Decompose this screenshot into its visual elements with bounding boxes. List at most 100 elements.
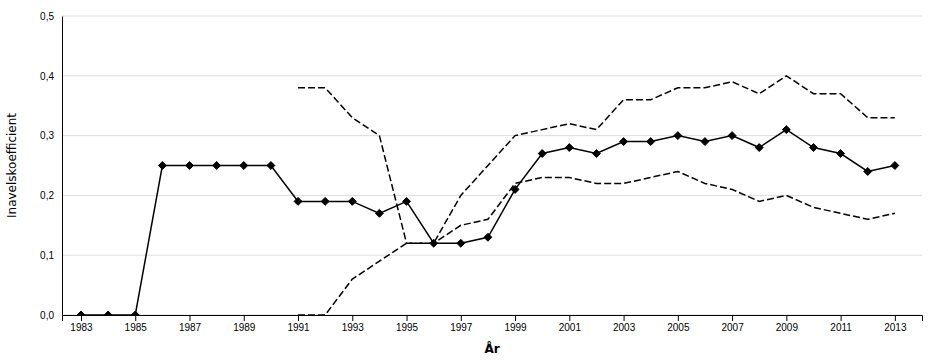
point [511, 185, 519, 193]
point [620, 138, 628, 146]
point [131, 311, 139, 315]
x-tick: 1985 [125, 315, 148, 333]
y-axis-title: Inavelskoefficient [5, 113, 19, 218]
grid-line [62, 195, 922, 196]
x-tick: 2009 [776, 315, 799, 333]
x-tick: 1987 [179, 315, 202, 333]
point [294, 197, 302, 205]
x-tick-mark [678, 315, 679, 321]
point [647, 138, 655, 146]
point [538, 150, 546, 158]
y-tick: 0,2 [40, 190, 62, 201]
x-tick: 1993 [342, 315, 365, 333]
x-tick: 1991 [287, 315, 310, 333]
point [782, 126, 790, 134]
point [457, 239, 465, 247]
x-tick: 2011 [830, 315, 852, 333]
plot: 1983 1985 1987 1989 1991 1993 1995 1997 1999 2001… [40, 11, 922, 333]
x-tick-label: 2013 [884, 322, 907, 333]
x-tick-label: 1995 [396, 322, 419, 333]
x-tick-label: 1987 [179, 322, 202, 333]
point [891, 162, 899, 170]
y-tick: 0,4 [40, 71, 62, 82]
x-tick-mark [244, 315, 245, 321]
point [755, 144, 763, 152]
point [375, 209, 383, 217]
y-axis-line [62, 17, 63, 316]
point [267, 162, 275, 170]
x-axis: 1983 1985 1987 1989 1991 1993 1995 1997 1999 2001… [63, 315, 923, 333]
point [158, 162, 166, 170]
x-tick: 1995 [396, 315, 419, 333]
y-tick-label: 0,1 [40, 250, 54, 261]
y-tick: 0,5 [40, 11, 62, 22]
point [348, 197, 356, 205]
grid-line [62, 16, 922, 17]
point [810, 144, 818, 152]
grid-line [62, 75, 922, 76]
x-tick-mark [786, 315, 787, 321]
y-tick: 0,3 [40, 130, 62, 141]
x-tick-label: 2003 [613, 322, 636, 333]
grid-line [62, 135, 922, 136]
x-axis-line [63, 316, 923, 322]
point [728, 132, 736, 140]
x-axis-title: År [484, 341, 499, 356]
point [674, 132, 682, 140]
y-tick-label: 0,4 [40, 71, 54, 82]
x-tick-label: 1997 [450, 322, 473, 333]
x-tick-label: 2001 [559, 322, 582, 333]
x-tick-label: 1991 [287, 322, 310, 333]
y-tick: 0,0 [40, 310, 62, 321]
x-tick: 2007 [721, 315, 744, 333]
x-tick-mark [624, 315, 625, 321]
point [565, 144, 573, 152]
point [430, 239, 438, 247]
y-tick-label: 0,2 [40, 190, 54, 201]
x-tick: 2013 [884, 315, 907, 333]
x-tick-label: 1999 [504, 322, 527, 333]
x-tick-mark [732, 315, 733, 321]
y-tick-label: 0,0 [40, 310, 54, 321]
y-tick: 0,1 [40, 250, 62, 261]
y-axis: 0,0 0,1 0,2 0,3 0,4 0,5 [40, 11, 62, 321]
x-tick-mark [895, 315, 896, 321]
x-tick-label: 2009 [776, 322, 799, 333]
x-tick: 1983 [70, 315, 93, 333]
x-tick-mark [407, 315, 408, 321]
x-tick-label: 2007 [721, 322, 744, 333]
x-tick-label: 1985 [125, 322, 148, 333]
x-tick-label: 2005 [667, 322, 690, 333]
series-line [81, 130, 895, 315]
point [213, 162, 221, 170]
x-tick: 1999 [504, 315, 527, 333]
y-tick-label: 0,3 [40, 130, 54, 141]
x-tick-mark [190, 315, 191, 321]
point [837, 150, 845, 158]
x-tick-mark [515, 315, 516, 321]
series-line [298, 171, 895, 315]
marks [77, 76, 899, 315]
x-tick: 2003 [613, 315, 636, 333]
point [186, 162, 194, 170]
grid-line [62, 255, 922, 256]
point [484, 233, 492, 241]
point [403, 197, 411, 205]
x-tick-label: 1993 [342, 322, 365, 333]
y-tick-label: 0,5 [40, 11, 54, 22]
x-tick-label: 1989 [233, 322, 256, 333]
x-tick: 1997 [450, 315, 473, 333]
x-tick-mark [135, 315, 136, 321]
point [321, 197, 329, 205]
point [104, 311, 112, 315]
x-tick-mark [352, 315, 353, 321]
point [701, 138, 709, 146]
x-tick-mark [841, 315, 842, 321]
chart: 1983 1985 1987 1989 1991 1993 1995 1997 1999 2001… [0, 0, 944, 361]
x-tick-label: 1983 [70, 322, 93, 333]
x-tick-label: 2011 [830, 322, 852, 333]
x-tick: 2001 [559, 315, 582, 333]
grid [62, 16, 922, 315]
series-line [298, 76, 895, 243]
x-tick-mark [569, 315, 570, 321]
